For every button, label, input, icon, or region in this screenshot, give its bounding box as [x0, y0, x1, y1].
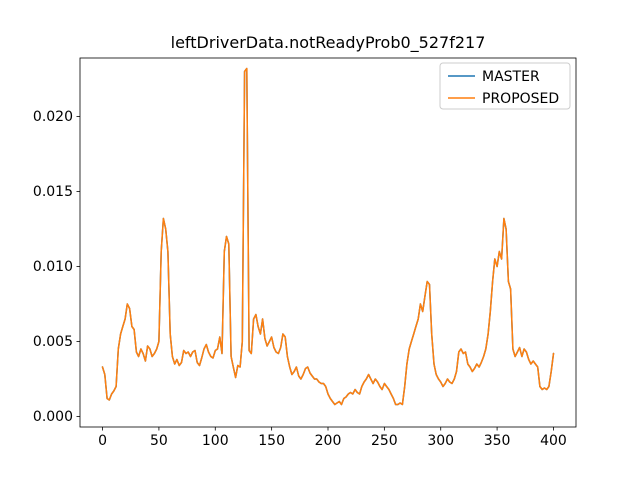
y-tick-label: 0.010	[33, 259, 73, 275]
legend-label-master: MASTER	[482, 69, 540, 85]
x-tick-label: 250	[371, 433, 398, 449]
x-tick-label: 150	[258, 433, 285, 449]
legend-label-proposed: PROPOSED	[482, 91, 559, 107]
plot-frame	[79, 57, 577, 428]
plot-area: 0 50 100 150 200 250 300 350 400 0.000 0.005 0.010 0…	[33, 57, 577, 449]
y-tick-label: 0.000	[33, 409, 73, 425]
chart-title: leftDriverData.notReadyProb0_527f217	[171, 33, 486, 53]
x-tick-label: 50	[150, 433, 168, 449]
y-tick-label: 0.005	[33, 334, 73, 350]
x-tick-label: 300	[427, 433, 454, 449]
x-tick-label: 350	[484, 433, 511, 449]
legend: MASTER PROPOSED	[439, 62, 571, 110]
x-tick-label: 200	[315, 433, 342, 449]
x-tick-label: 0	[98, 433, 107, 449]
y-tick-label: 0.015	[33, 184, 73, 200]
x-tick-label: 100	[202, 433, 229, 449]
series-master	[101, 67, 555, 406]
x-tick-label: 400	[540, 433, 567, 449]
series-proposed	[101, 67, 555, 406]
y-tick-label: 0.020	[33, 109, 73, 125]
